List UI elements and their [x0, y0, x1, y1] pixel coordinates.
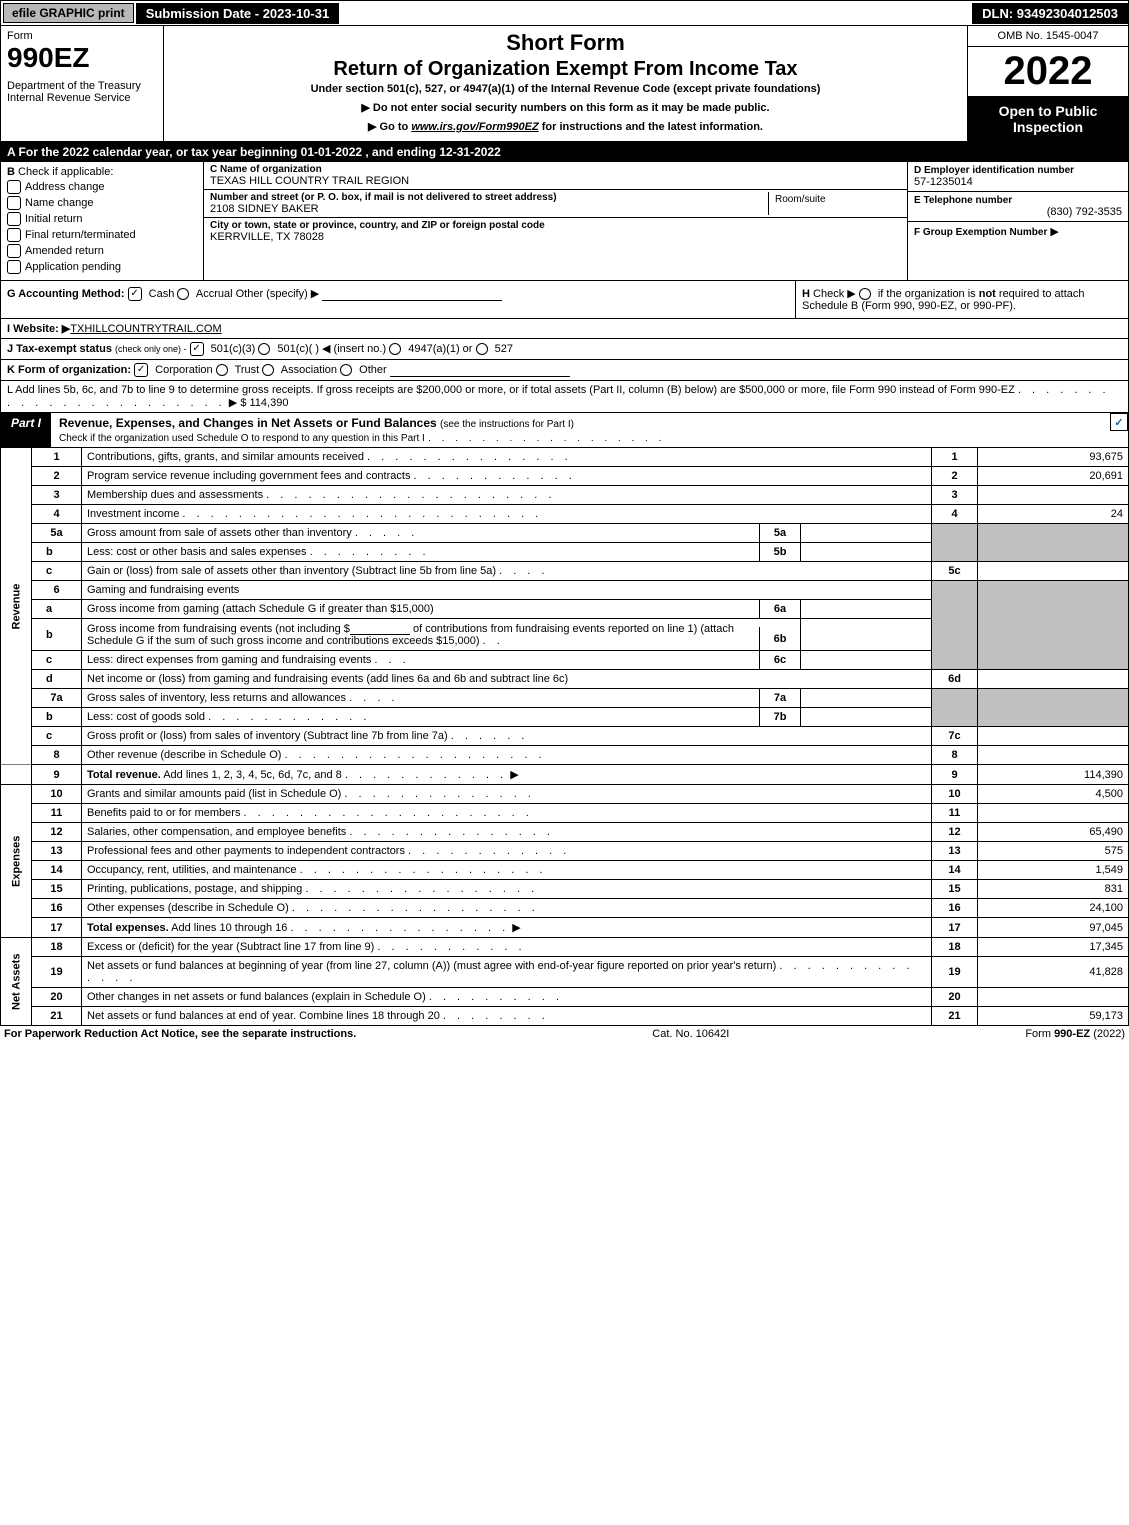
527-radio[interactable]: [476, 343, 488, 355]
irs-label: Internal Revenue Service: [7, 92, 157, 104]
name-change-checkbox[interactable]: [7, 196, 21, 210]
group-exemption-label: F Group Exemption Number: [914, 227, 1047, 238]
page-footer: For Paperwork Reduction Act Notice, see …: [0, 1026, 1129, 1042]
dln-label: DLN: 93492304012503: [972, 3, 1128, 24]
gross-receipts: $ 114,390: [240, 397, 288, 409]
amended-return-checkbox[interactable]: [7, 244, 21, 258]
form-org-row: K Form of organization: Corporation Trus…: [0, 360, 1129, 381]
street-value: 2108 SIDNEY BAKER: [210, 203, 768, 215]
501c-radio[interactable]: [258, 343, 270, 355]
line-a: A For the 2022 calendar year, or tax yea…: [0, 142, 1129, 162]
form-word: Form: [7, 30, 157, 42]
part1-table: Revenue 1 Contributions, gifts, grants, …: [0, 448, 1129, 1026]
form-header: Form 990EZ Department of the Treasury In…: [0, 26, 1129, 142]
line2-amount: 20,691: [978, 467, 1129, 486]
netassets-vert-label: Net Assets: [1, 938, 32, 1026]
other-org-radio[interactable]: [340, 364, 352, 376]
corp-checkbox[interactable]: [134, 363, 148, 377]
assoc-radio[interactable]: [262, 364, 274, 376]
form-ref: Form 990-EZ (2022): [1025, 1028, 1125, 1040]
website-row: I Website: ▶TXHILLCOUNTRYTRAIL.COM: [0, 319, 1129, 339]
line16-amount: 24,100: [978, 899, 1129, 918]
ein-label: D Employer identification number: [914, 165, 1122, 176]
column-d: D Employer identification number 57-1235…: [907, 162, 1128, 280]
other-org-blank[interactable]: [390, 364, 570, 377]
dept-treasury: Department of the Treasury: [7, 80, 157, 92]
efile-print-button[interactable]: efile GRAPHIC print: [3, 3, 134, 23]
open-public: Open to Public Inspection: [968, 97, 1128, 141]
line4-amount: 24: [978, 505, 1129, 524]
tel-value: (830) 792-3535: [914, 206, 1122, 218]
line1-amount: 93,675: [978, 448, 1129, 467]
section-bcd: B Check if applicable: Address change Na…: [0, 162, 1129, 281]
column-c: C Name of organization TEXAS HILL COUNTR…: [204, 162, 907, 280]
app-pending-checkbox[interactable]: [7, 260, 21, 274]
form-number: 990EZ: [7, 42, 157, 74]
trust-radio[interactable]: [216, 364, 228, 376]
expenses-vert-label: Expenses: [1, 785, 32, 938]
paperwork-notice: For Paperwork Reduction Act Notice, see …: [4, 1028, 356, 1040]
cash-checkbox[interactable]: [128, 287, 142, 301]
line9-amount: 114,390: [978, 765, 1129, 785]
other-specify-blank[interactable]: [322, 288, 502, 301]
schedule-o-check[interactable]: [1110, 413, 1128, 431]
501c3-checkbox[interactable]: [190, 342, 204, 356]
cat-no: Cat. No. 10642I: [652, 1028, 729, 1040]
line21-amount: 59,173: [978, 1007, 1129, 1026]
column-b: B Check if applicable: Address change Na…: [1, 162, 204, 280]
addr-change-checkbox[interactable]: [7, 180, 21, 194]
tel-label: E Telephone number: [914, 195, 1122, 206]
gh-row: G Accounting Method: Cash Accrual Other …: [0, 281, 1129, 319]
revenue-vert-label: Revenue: [1, 448, 32, 765]
final-return-checkbox[interactable]: [7, 228, 21, 242]
city-value: KERRVILLE, TX 78028: [210, 231, 901, 243]
initial-return-checkbox[interactable]: [7, 212, 21, 226]
h-check[interactable]: [859, 288, 871, 300]
website-value[interactable]: TXHILLCOUNTRYTRAIL.COM: [70, 323, 221, 335]
arrow-icon: ▶: [1050, 226, 1058, 238]
part1-header: Part I Revenue, Expenses, and Changes in…: [0, 413, 1129, 448]
room-suite: Room/suite: [768, 192, 901, 215]
accrual-radio[interactable]: [177, 288, 189, 300]
city-label: City or town, state or province, country…: [210, 220, 901, 231]
org-name: TEXAS HILL COUNTRY TRAIL REGION: [210, 175, 901, 187]
line12-amount: 65,490: [978, 823, 1129, 842]
line10-amount: 4,500: [978, 785, 1129, 804]
tax-year: 2022: [968, 47, 1128, 97]
line-l: L Add lines 5b, 6c, and 7b to line 9 to …: [0, 381, 1129, 413]
return-title: Return of Organization Exempt From Incom…: [172, 58, 959, 81]
street-label: Number and street (or P. O. box, if mail…: [210, 192, 768, 203]
tax-exempt-row: J Tax-exempt status (check only one) - 5…: [0, 339, 1129, 360]
header-right: OMB No. 1545-0047 2022 Open to Public In…: [967, 26, 1128, 141]
line15-amount: 831: [978, 880, 1129, 899]
line19-amount: 41,828: [978, 957, 1129, 988]
header-left: Form 990EZ Department of the Treasury In…: [1, 26, 164, 141]
ein-value: 57-1235014: [914, 176, 1122, 188]
omb-number: OMB No. 1545-0047: [968, 26, 1128, 47]
ssn-note: ▶ Do not enter social security numbers o…: [172, 101, 959, 114]
header-center: Short Form Return of Organization Exempt…: [164, 26, 967, 141]
line18-amount: 17,345: [978, 938, 1129, 957]
top-bar: efile GRAPHIC print Submission Date - 20…: [0, 0, 1129, 26]
irs-url[interactable]: www.irs.gov/Form990EZ: [411, 121, 538, 133]
submission-date: Submission Date - 2023-10-31: [136, 3, 340, 24]
part1-tab: Part I: [1, 413, 51, 447]
line17-amount: 97,045: [978, 918, 1129, 938]
line13-amount: 575: [978, 842, 1129, 861]
line14-amount: 1,549: [978, 861, 1129, 880]
under-section: Under section 501(c), 527, or 4947(a)(1)…: [172, 83, 959, 95]
short-form-title: Short Form: [172, 30, 959, 56]
4947-radio[interactable]: [389, 343, 401, 355]
goto-note: ▶ Go to www.irs.gov/Form990EZ for instru…: [172, 120, 959, 133]
org-name-label: C Name of organization: [210, 164, 901, 175]
